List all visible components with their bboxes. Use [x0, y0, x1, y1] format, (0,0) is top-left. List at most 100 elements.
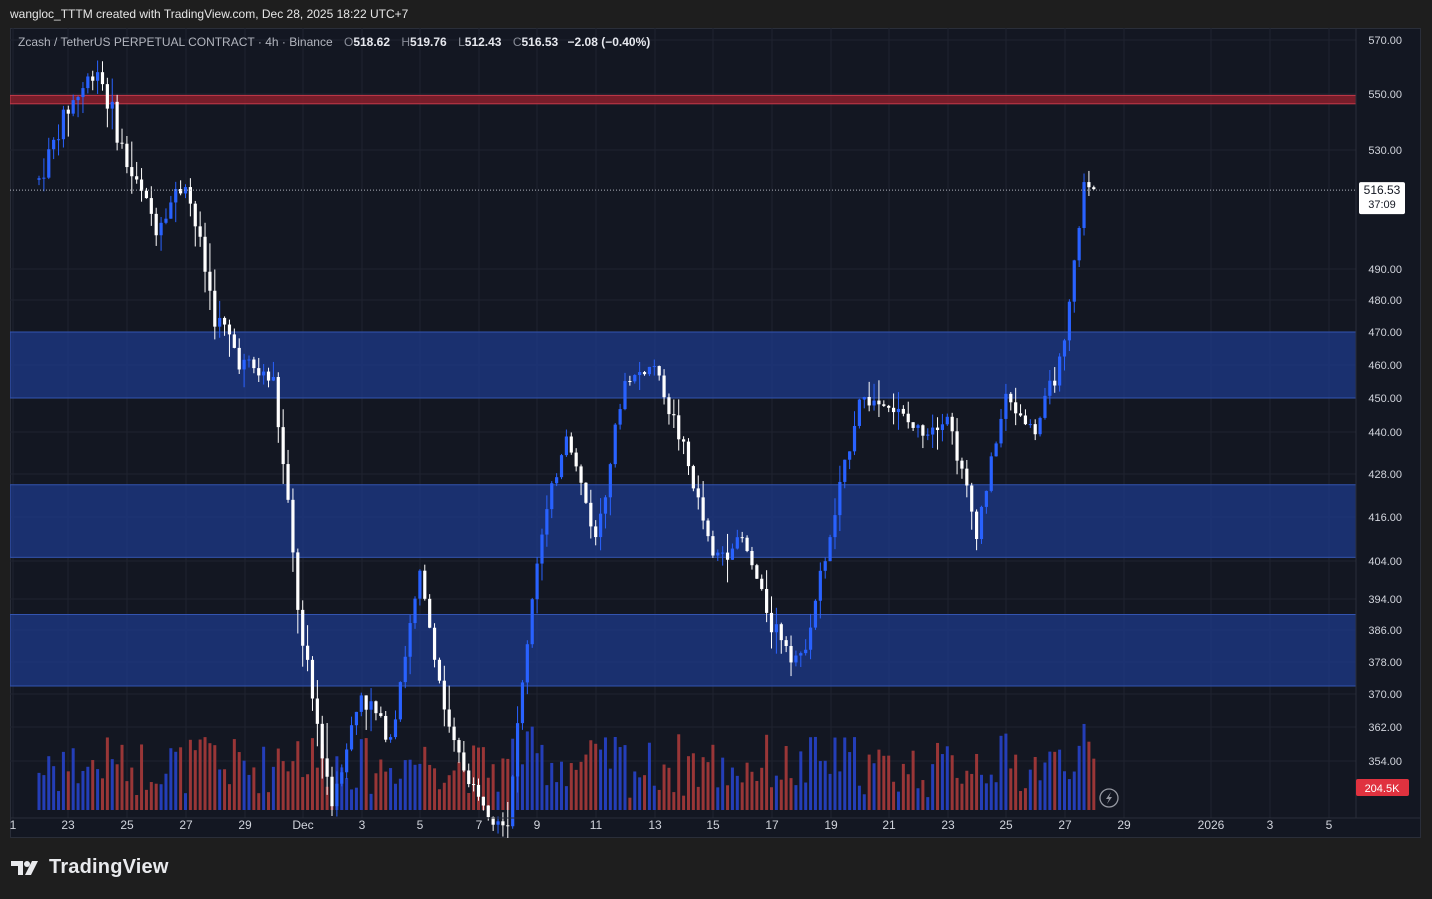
volume-bar: [916, 788, 920, 810]
volume-bar: [735, 775, 739, 810]
volume-bar: [149, 782, 153, 810]
volume-bar: [437, 789, 441, 810]
volume-bar: [227, 784, 231, 810]
close-key: C: [512, 35, 522, 49]
candle: [745, 535, 749, 553]
candle: [852, 411, 857, 456]
candle: [252, 356, 256, 374]
price-tick-label: 404.00: [1368, 556, 1402, 568]
volume-bar: [218, 769, 222, 810]
volume-bar: [481, 747, 485, 810]
volume-bar: [887, 755, 891, 810]
candle: [374, 700, 378, 721]
volume-bar: [96, 769, 100, 810]
volume-bar: [340, 767, 344, 810]
volume-bar: [760, 767, 764, 810]
symbol-name[interactable]: Zcash / TetherUS PERPETUAL CONTRACT: [18, 35, 255, 49]
volume-bar: [1023, 788, 1027, 810]
volume-bar: [169, 748, 173, 810]
volume-label: 204.5K: [1365, 783, 1401, 795]
candle: [970, 482, 974, 530]
candle: [896, 392, 901, 430]
candle: [179, 180, 183, 196]
volume-bar: [603, 737, 607, 810]
tradingview-logo[interactable]: TradingView: [11, 856, 169, 879]
candle: [1072, 259, 1076, 313]
candle: [906, 401, 910, 429]
last-price-label: 516.53: [1364, 183, 1401, 197]
price-tick-label: 386.00: [1368, 625, 1402, 637]
volume-bar: [71, 748, 75, 810]
volume-bar: [1033, 756, 1037, 810]
volume-bar: [257, 793, 261, 810]
candle: [550, 481, 554, 519]
candle: [843, 459, 847, 489]
candle: [359, 692, 363, 717]
candle: [149, 186, 153, 226]
lightning-icon[interactable]: [1099, 788, 1119, 808]
candle: [564, 429, 568, 457]
price-chart[interactable]: 570.00 550.00 530.00 490.00 480.00 470.00 460.…: [10, 28, 1421, 838]
volume-bar: [770, 787, 773, 810]
price-tick-label: 370.00: [1368, 689, 1402, 701]
volume-bar: [589, 740, 593, 810]
candle: [598, 498, 603, 551]
candle: [291, 488, 295, 572]
candle: [71, 94, 75, 117]
volume-bar: [159, 784, 163, 810]
volume-bar: [564, 786, 568, 810]
volume-bar: [452, 770, 456, 810]
candle: [848, 451, 852, 470]
candle: [1023, 409, 1028, 426]
volume-bar: [418, 763, 422, 810]
volume-bar: [1009, 768, 1013, 810]
time-tick-label: Dec: [292, 818, 313, 832]
volume-bar: [286, 771, 290, 810]
candle: [139, 168, 144, 202]
volume-bar: [1067, 779, 1071, 810]
volume-bar: [936, 742, 940, 810]
volume-bar: [179, 747, 183, 810]
volume-bar: [745, 762, 749, 810]
time-tick-label: 11: [590, 818, 603, 832]
volume-bar: [940, 754, 944, 810]
volume-bar: [350, 789, 354, 810]
candle: [779, 622, 783, 654]
volume-bar: [662, 764, 666, 810]
volume-bar: [1004, 733, 1008, 810]
candle: [213, 269, 217, 340]
volume-bar: [779, 779, 783, 810]
volume-bar: [901, 763, 905, 810]
candle: [227, 319, 232, 357]
volume-bar: [599, 749, 603, 810]
candle: [115, 94, 119, 151]
volume-bar: [188, 739, 192, 810]
candle: [862, 396, 866, 409]
volume-bar: [643, 775, 647, 810]
volume-bar: [862, 794, 866, 810]
volume-bar: [115, 764, 119, 810]
candle: [569, 432, 573, 455]
volume-bar: [696, 786, 700, 810]
high-value: 519.76: [410, 35, 447, 49]
legend-separator: ·: [281, 35, 290, 49]
candle: [769, 596, 774, 649]
grid-lines: [10, 28, 1356, 818]
volume-bar: [491, 764, 495, 810]
volume-bar: [315, 767, 319, 810]
candle: [667, 393, 671, 425]
candle: [76, 95, 80, 118]
volume-bar: [657, 789, 661, 810]
volume-bar: [1014, 754, 1018, 810]
volume-bar: [809, 737, 813, 810]
candle: [1092, 185, 1096, 190]
candle: [354, 711, 359, 735]
candle: [511, 774, 515, 829]
volume-bar: [306, 774, 310, 810]
candle: [262, 364, 266, 385]
volume-bar: [638, 777, 642, 810]
candle: [823, 557, 827, 579]
candle: [315, 680, 319, 747]
volume-bar: [608, 768, 612, 810]
candle: [174, 181, 178, 223]
